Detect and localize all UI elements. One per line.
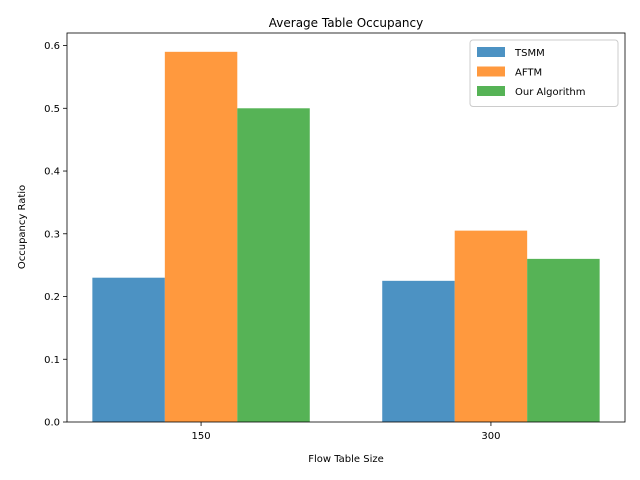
bar-aftm-150 (164, 51, 238, 423)
bar-tsmm-150 (92, 277, 165, 422)
y-tick-label: 0.5 (44, 104, 60, 115)
legend-label: TSMM (514, 48, 545, 59)
legend-swatch (477, 66, 505, 77)
x-axis-label: Flow Table Size (308, 454, 384, 465)
legend: TSMM AFTM Our Algorithm (469, 39, 619, 107)
y-axis-label: Occupancy Ratio (17, 185, 28, 269)
y-tick-label: 0.3 (44, 229, 60, 240)
y-tick-label: 0.0 (44, 418, 60, 429)
legend-label: Our Algorithm (515, 87, 585, 98)
legend-swatch (477, 47, 505, 57)
x-tick-label: 150 (192, 431, 211, 442)
y-tick-label: 0.6 (44, 41, 60, 52)
y-tick-label: 0.2 (44, 292, 60, 303)
legend-box (469, 39, 619, 107)
y-tick-label: 0.4 (44, 167, 60, 178)
legend-label: AFTM (515, 68, 542, 79)
plot-frame (66, 32, 626, 423)
bar-our-algorithm-150 (237, 108, 310, 423)
bar-our-algorithm-300 (527, 258, 600, 422)
bar-tsmm-300 (382, 280, 455, 422)
chart-title: Average Table Occupancy (269, 16, 423, 30)
x-axis-ticks: 150 300 (192, 422, 500, 442)
y-tick-label: 0.1 (44, 355, 60, 366)
y-axis-ticks: 0.0 0.1 0.2 0.3 0.4 0.5 0.6 (44, 41, 67, 429)
bar-aftm-300 (454, 230, 528, 422)
x-tick-label: 300 (481, 431, 500, 442)
bars-group (92, 51, 600, 423)
legend-swatch (477, 86, 505, 96)
